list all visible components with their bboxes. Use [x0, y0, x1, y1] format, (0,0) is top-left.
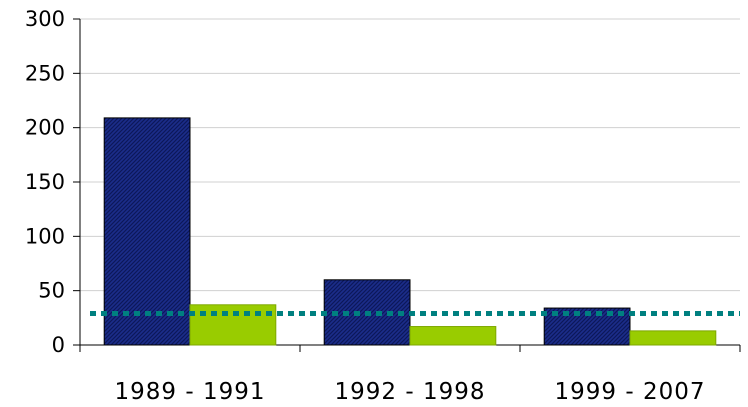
y-tick-label: 0 — [52, 333, 65, 357]
bars — [103, 117, 717, 346]
y-tick-label: 300 — [25, 7, 65, 31]
y-tick-label: 100 — [25, 224, 65, 248]
bar-series2-2 — [409, 326, 497, 346]
x-category-label: 1999 - 2007 — [555, 379, 706, 405]
y-tick-label: 250 — [25, 61, 65, 85]
y-tick-label: 50 — [38, 279, 65, 303]
y-tick-label: 200 — [25, 116, 65, 140]
x-category-label: 1992 - 1998 — [335, 379, 486, 405]
bar-series2-1 — [189, 304, 277, 346]
bar-series1-1 — [103, 117, 191, 346]
bar-series2-3 — [629, 330, 717, 346]
x-category-label: 1989 - 1991 — [115, 379, 266, 405]
axis-labels: 0 50 100 150 200 250 300 1989 - 1991 1992 - 1998… — [25, 7, 706, 405]
y-tick-label: 150 — [25, 170, 65, 194]
